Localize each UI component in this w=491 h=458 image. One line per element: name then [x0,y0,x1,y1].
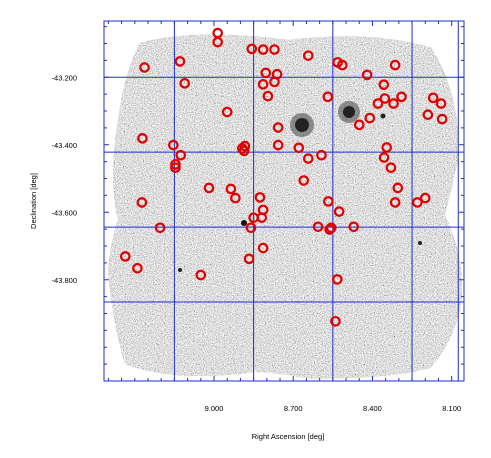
source-marker [337,59,348,71]
source-marker [195,269,207,281]
source-marker [170,162,181,174]
source-marker [225,183,237,195]
source-marker [203,182,215,194]
source-marker [419,192,431,204]
source-marker [427,92,439,104]
y-tick-label: -43.400 [52,141,77,150]
source-markers [119,27,448,327]
x-tick-label: 8.700 [284,404,303,413]
source-marker [137,133,148,144]
source-marker [379,93,391,104]
x-axis: 9.000 8.700 8.400 8.100 [205,404,461,413]
x-tick-label: 8.100 [442,404,461,413]
source-marker [330,315,341,327]
source-marker [257,242,269,254]
source-marker [325,222,337,234]
source-marker [168,139,179,151]
source-marker [353,119,365,131]
y-tick-label: -43.800 [52,276,77,285]
source-marker [119,251,131,262]
source-marker [269,76,280,88]
source-marker [392,182,404,194]
source-marker [348,221,359,233]
source-marker [389,59,401,71]
x-axis-label: Right Ascension [deg] [252,432,325,441]
source-marker [324,224,335,235]
source-marker [257,79,269,90]
y-axis-label: Declination [deg] [29,173,38,229]
source-marker [333,206,345,217]
source-marker [243,253,255,265]
source-marker [230,192,241,204]
source-marker [396,91,407,103]
source-marker [302,50,314,61]
source-marker [170,159,181,170]
source-marker [435,98,447,109]
source-marker [322,91,334,103]
source-marker [256,212,268,223]
source-marker [132,262,143,274]
source-marker [272,122,284,133]
minor-ticks [104,21,464,381]
source-marker [262,90,274,102]
y-axis: -43.200 -43.400 -43.600 -43.800 [52,73,77,284]
source-marker [174,56,186,67]
source-marker [361,69,373,81]
source-marker [381,142,393,153]
source-marker [422,109,434,121]
source-marker [332,274,343,285]
source-marker [269,44,280,55]
source-marker [312,221,324,233]
source-marker [154,222,166,234]
y-tick-label: -43.600 [52,208,77,217]
source-marker [238,145,250,157]
source-marker [372,98,384,109]
source-marker [175,149,187,161]
x-tick-label: 8.400 [363,404,382,413]
source-marker [316,149,327,161]
source-marker [378,152,390,163]
source-marker [246,43,258,55]
source-marker [323,196,334,207]
source-marker [139,62,150,73]
source-marker [385,162,397,174]
y-tick-label: -43.200 [52,73,77,82]
source-marker [298,175,310,186]
source-marker [260,67,272,79]
source-marker [136,197,148,208]
source-marker [388,98,399,109]
source-marker [254,192,266,203]
source-marker [212,36,224,48]
source-marker [245,222,257,234]
source-marker [302,153,314,164]
source-marker [378,79,390,90]
source-marker [257,44,269,55]
source-marker [412,197,423,208]
source-marker [179,78,190,89]
source-marker [389,197,401,208]
source-marker [221,106,233,118]
source-marker [364,112,376,124]
plot-frame [103,20,465,382]
source-marker [436,113,448,125]
source-marker [293,142,305,154]
source-marker [272,139,284,151]
x-tick-label: 9.000 [205,404,224,413]
source-marker [239,140,251,152]
